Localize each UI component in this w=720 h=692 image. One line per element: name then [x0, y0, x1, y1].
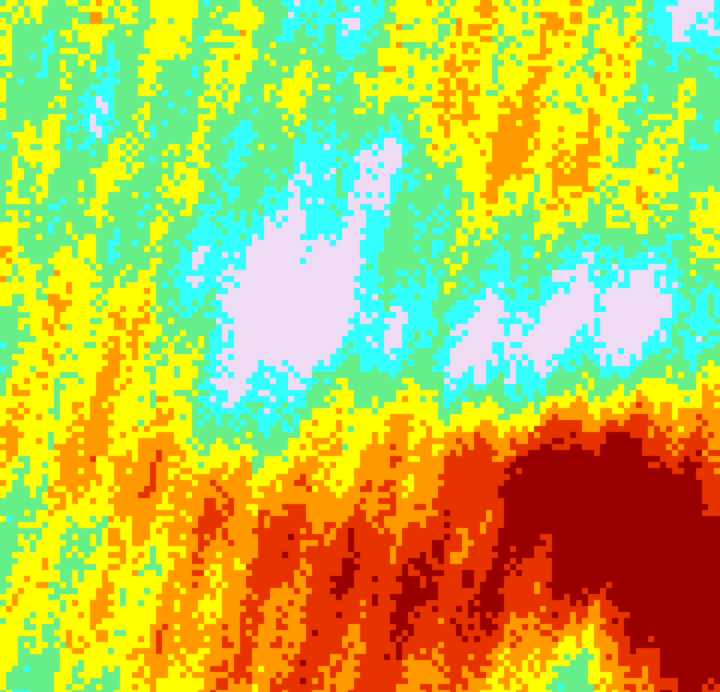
heatmap-image [0, 0, 720, 692]
heatmap-canvas [0, 0, 720, 692]
